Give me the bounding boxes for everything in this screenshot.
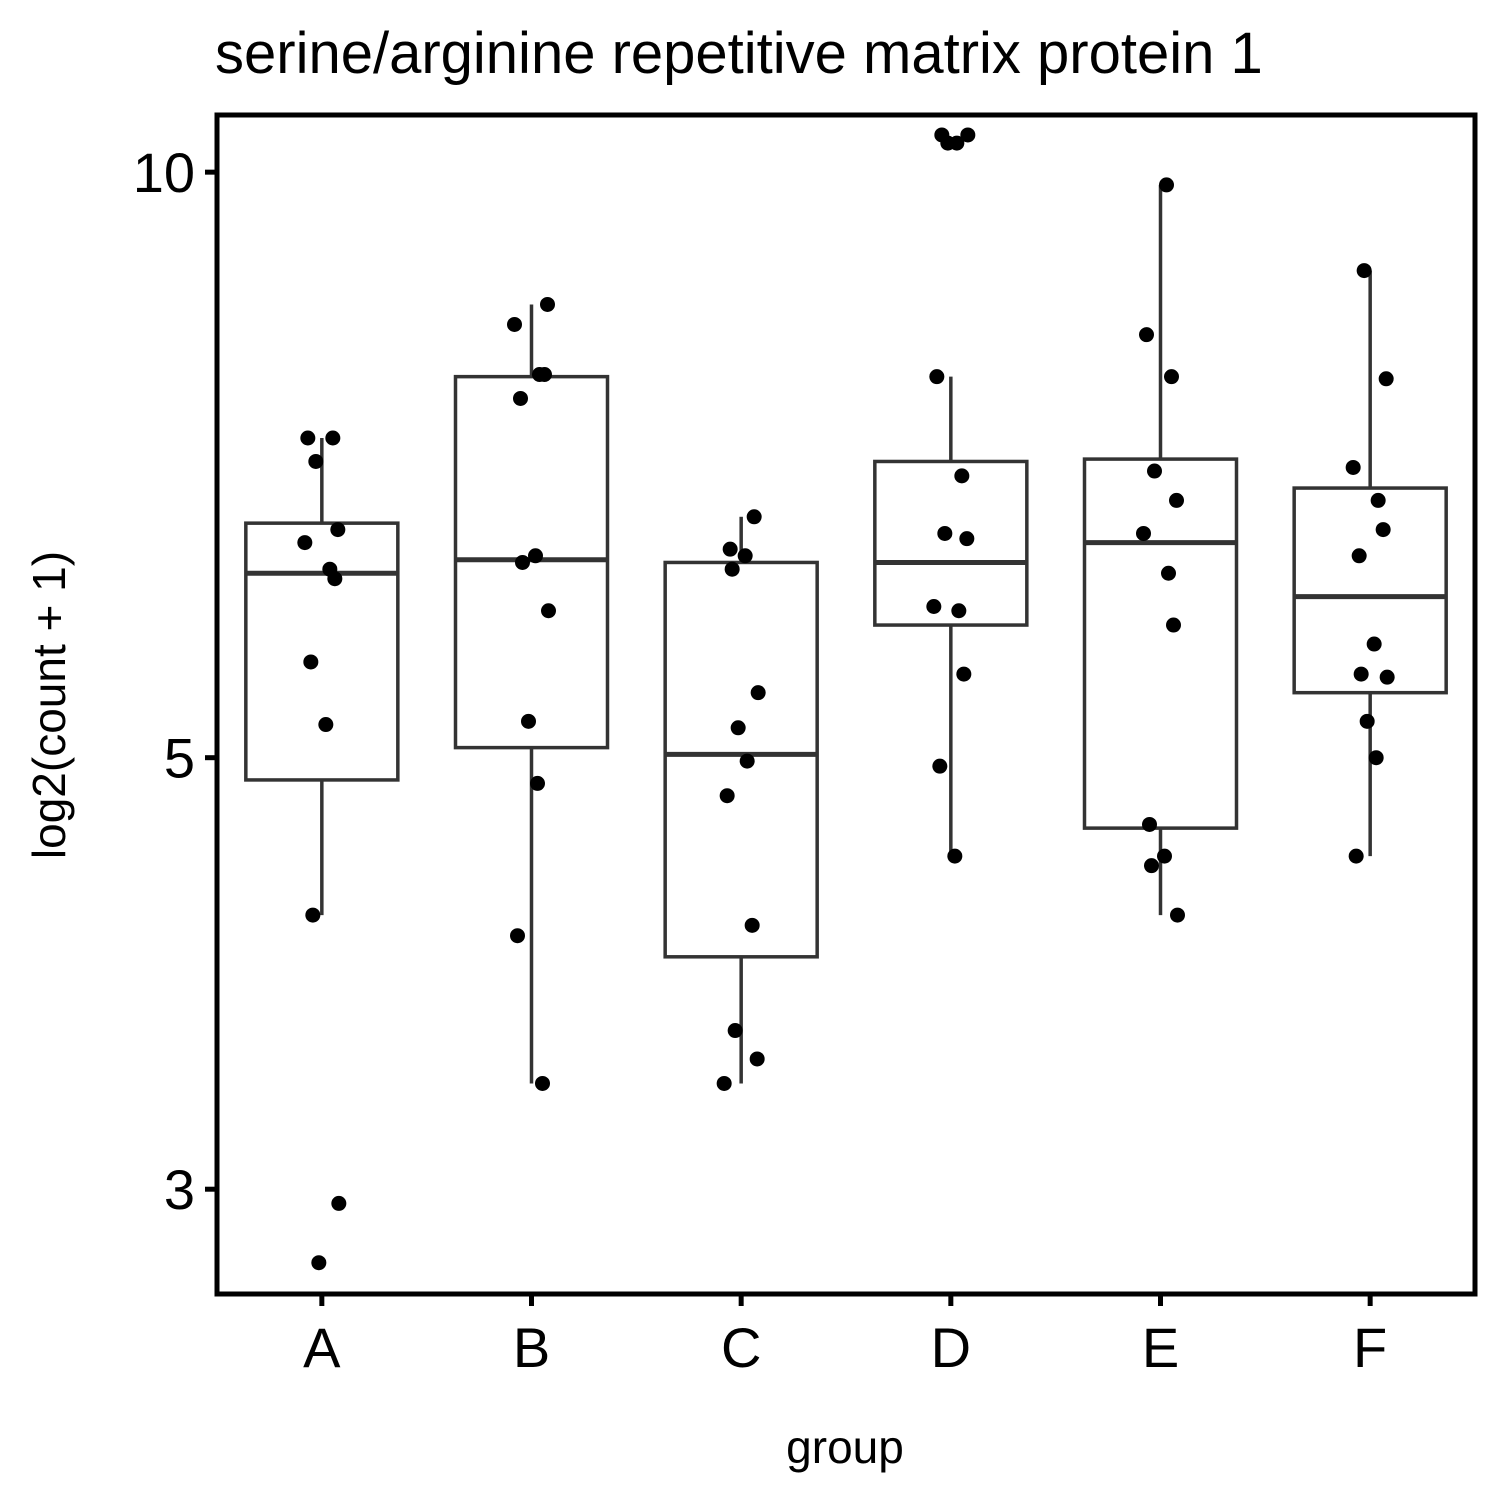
data-point-E	[1164, 369, 1179, 385]
data-point-C	[750, 685, 766, 701]
box-group-C	[663, 516, 819, 1084]
data-point-F	[1368, 750, 1384, 766]
data-point-A	[318, 717, 334, 733]
x-tick-label-E: E	[1142, 1316, 1179, 1379]
data-point-A	[327, 571, 343, 587]
data-point-A	[325, 430, 341, 446]
data-point-D	[959, 531, 975, 547]
data-point-E	[1144, 858, 1159, 874]
data-point-B	[537, 366, 552, 382]
data-point-B	[535, 1075, 550, 1091]
data-point-A	[305, 907, 321, 923]
data-point-F	[1378, 371, 1394, 387]
data-point-C	[739, 753, 755, 769]
data-point-B	[510, 928, 525, 944]
box-group-F	[1292, 270, 1448, 857]
chart-title: serine/arginine repetitive matrix protei…	[215, 21, 1263, 86]
data-point-D	[932, 758, 948, 774]
data-point-C	[730, 720, 746, 736]
data-point-A	[308, 453, 324, 469]
data-point-C	[716, 1075, 732, 1091]
x-tick-label-F: F	[1353, 1316, 1387, 1379]
data-point-C	[719, 788, 735, 804]
x-tick-label-B: B	[513, 1316, 550, 1379]
box-A	[244, 521, 400, 782]
x-tick-label-C: C	[721, 1316, 761, 1379]
data-point-D	[956, 666, 972, 682]
data-point-F	[1348, 848, 1364, 864]
data-point-C	[724, 561, 740, 577]
box-group-B	[453, 304, 610, 1084]
data-point-E	[1169, 492, 1184, 508]
data-point-E	[1166, 617, 1181, 633]
data-point-D	[926, 598, 942, 614]
data-point-D	[937, 525, 953, 541]
data-point-F	[1345, 459, 1361, 475]
data-point-B	[528, 548, 543, 564]
box-group-E	[1082, 184, 1239, 916]
data-point-F	[1375, 522, 1391, 538]
data-point-F	[1356, 263, 1372, 279]
data-point-D	[929, 369, 945, 385]
data-point-D	[960, 127, 976, 143]
box-D	[873, 459, 1029, 627]
y-tick-label-5: 5	[164, 727, 195, 790]
data-point-B	[540, 296, 555, 312]
data-point-E	[1147, 463, 1162, 479]
box-group-A	[244, 438, 400, 916]
data-point-B	[541, 603, 556, 619]
data-point-A	[303, 654, 319, 670]
data-point-C	[749, 1051, 765, 1067]
data-point-B	[507, 316, 522, 332]
data-point-C	[746, 509, 762, 525]
x-axis-title: group	[786, 1421, 904, 1473]
data-point-E	[1139, 327, 1154, 343]
box-E	[1082, 457, 1239, 830]
plot-panel	[214, 112, 1478, 1297]
points-layer	[297, 127, 1395, 1271]
x-tick-label-D: D	[931, 1316, 971, 1379]
y-axis: 3 5 10	[133, 141, 217, 1221]
data-point-E	[1136, 525, 1151, 541]
box-F	[1292, 486, 1448, 695]
data-point-C	[737, 548, 753, 564]
data-point-A	[331, 1195, 347, 1211]
data-point-B	[513, 390, 528, 406]
data-point-B	[515, 554, 530, 570]
data-point-A	[300, 430, 316, 446]
y-tick-label-3: 3	[164, 1158, 195, 1221]
x-axis: A B C D E F	[303, 1294, 1387, 1379]
data-point-E	[1170, 907, 1185, 923]
y-tick-label-10: 10	[133, 141, 195, 204]
boxes-layer	[244, 184, 1448, 1084]
data-point-B	[521, 713, 536, 729]
data-point-F	[1366, 636, 1382, 652]
data-point-E	[1157, 848, 1172, 864]
data-point-F	[1351, 548, 1367, 564]
data-point-A	[311, 1255, 327, 1271]
data-point-D	[954, 468, 970, 484]
data-point-F	[1370, 492, 1386, 508]
data-point-D	[947, 848, 963, 864]
x-tick-label-A: A	[303, 1316, 341, 1379]
data-point-F	[1359, 713, 1375, 729]
y-axis-title: log2(count + 1)	[23, 551, 75, 859]
data-point-C	[744, 917, 760, 933]
data-point-A	[297, 535, 313, 551]
box-group-D	[873, 376, 1029, 857]
data-point-F	[1353, 666, 1369, 682]
data-point-D	[949, 135, 965, 151]
data-point-B	[530, 775, 545, 791]
data-point-E	[1161, 565, 1176, 581]
data-point-C	[722, 541, 738, 557]
data-point-D	[951, 603, 967, 619]
data-point-A	[330, 522, 346, 538]
data-point-E	[1159, 177, 1174, 193]
data-point-C	[727, 1023, 743, 1039]
data-point-E	[1142, 816, 1157, 832]
data-point-F	[1379, 669, 1395, 685]
